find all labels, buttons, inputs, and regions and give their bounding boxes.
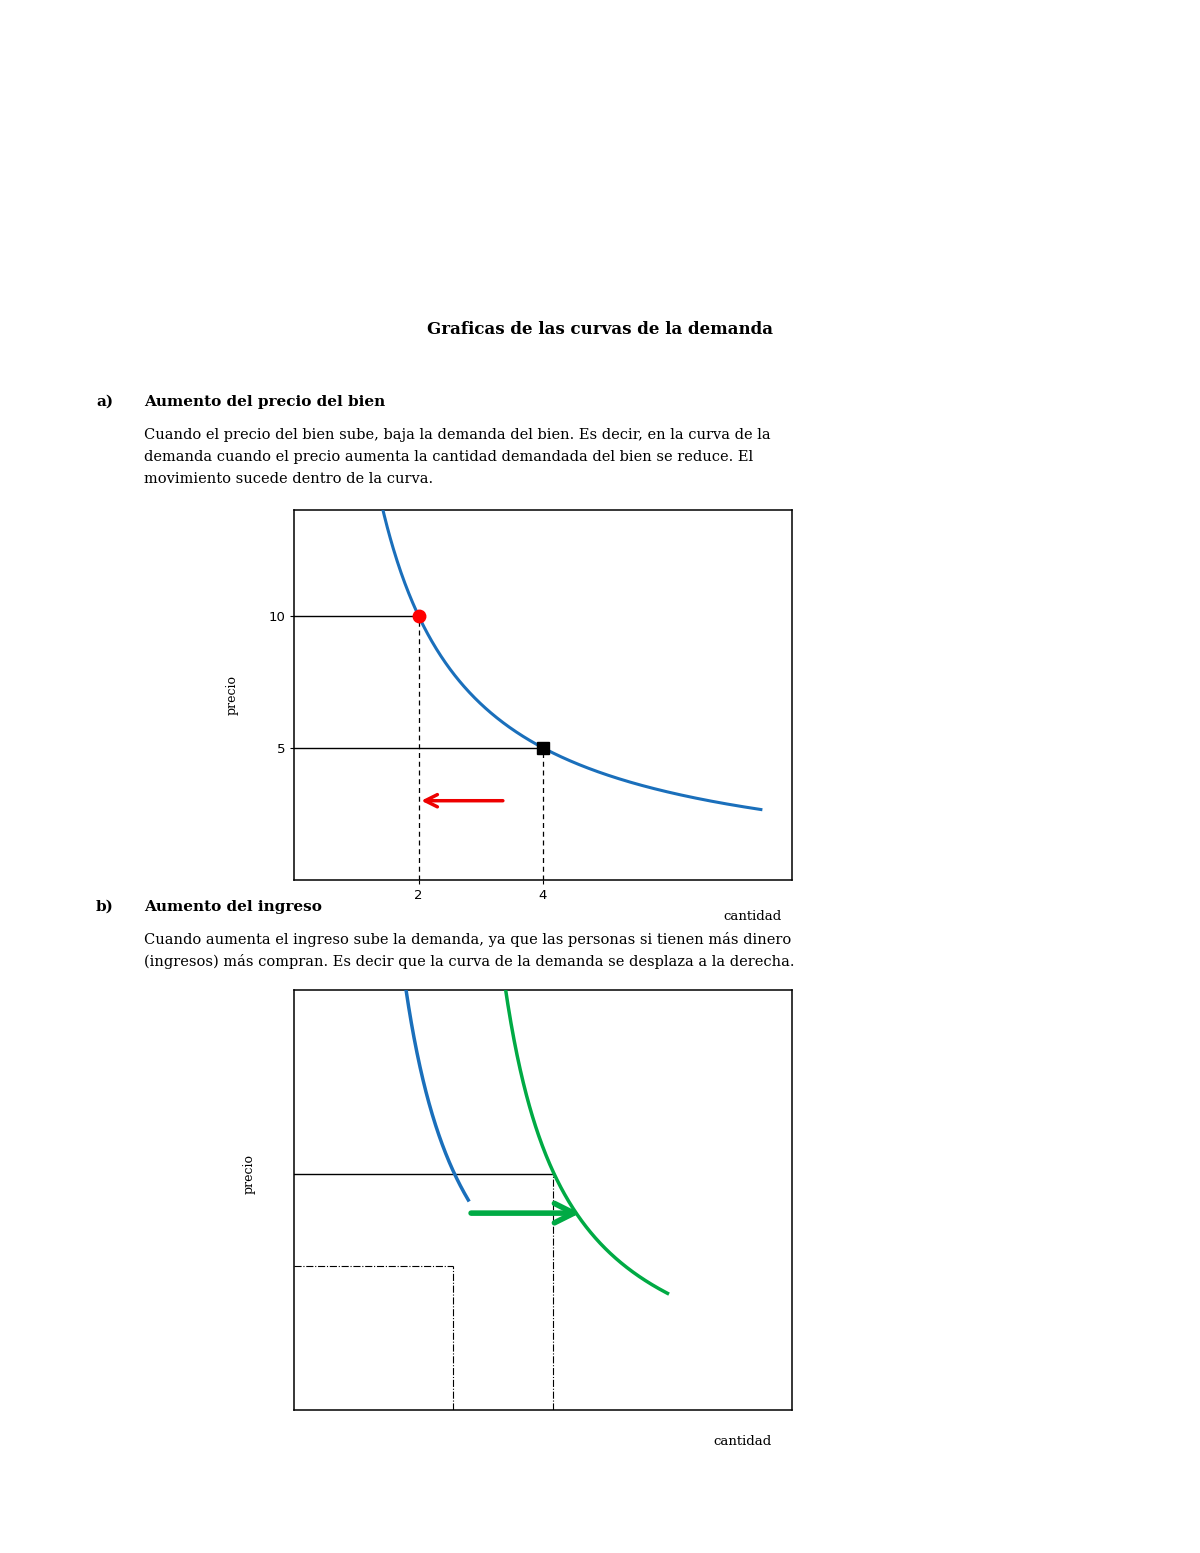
Text: Cuando el precio del bien sube, baja la demanda del bien. Es decir, en la curva : Cuando el precio del bien sube, baja la … (144, 429, 770, 443)
Text: movimiento sucede dentro de la curva.: movimiento sucede dentro de la curva. (144, 472, 433, 486)
Text: Cuando aumenta el ingreso sube la demanda, ya que las personas si tienen más din: Cuando aumenta el ingreso sube la demand… (144, 932, 791, 947)
Text: precio: precio (226, 676, 239, 714)
Text: Aumento del precio del bien: Aumento del precio del bien (144, 394, 385, 408)
Text: (ingresos) más compran. Es decir que la curva de la demanda se desplaza a la der: (ingresos) más compran. Es decir que la … (144, 954, 794, 969)
Text: Aumento del ingreso: Aumento del ingreso (144, 901, 322, 915)
X-axis label: cantidad: cantidad (724, 910, 781, 922)
Text: a): a) (96, 394, 113, 408)
Text: demanda cuando el precio aumenta la cantidad demandada del bien se reduce. El: demanda cuando el precio aumenta la cant… (144, 450, 754, 464)
X-axis label: cantidad: cantidad (713, 1435, 772, 1449)
Text: precio: precio (242, 1154, 256, 1194)
Text: Graficas de las curvas de la demanda: Graficas de las curvas de la demanda (427, 321, 773, 339)
Text: b): b) (96, 901, 114, 915)
